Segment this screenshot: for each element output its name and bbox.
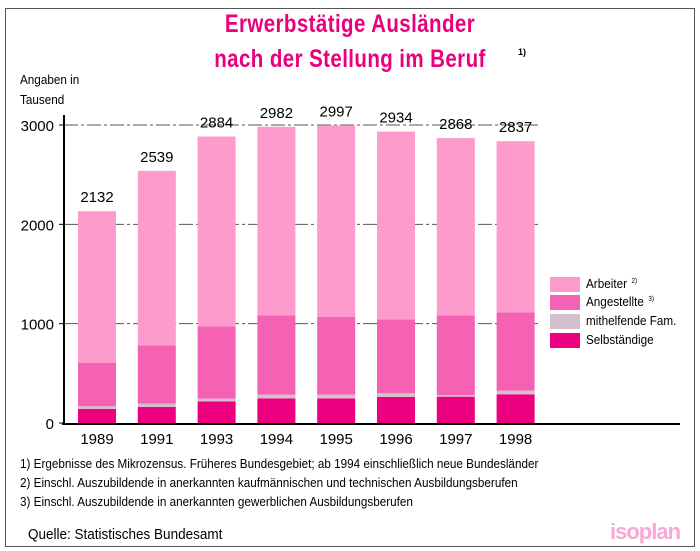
bar-segment-angestellte — [78, 363, 116, 407]
bar-segment-arbeiter — [377, 131, 415, 320]
bar-segment-arbeiter — [317, 125, 356, 317]
y-tick-label: 1000 — [21, 317, 54, 334]
x-tick-label: 1996 — [379, 431, 412, 448]
chart-frame — [5, 8, 695, 547]
bar-segment-mithelfende-fam — [377, 393, 415, 397]
bar-total-label: 2934 — [379, 110, 412, 127]
chart-title-line1: Erwerbstätige Ausländer — [224, 10, 476, 38]
bar-total-label: 2132 — [80, 189, 113, 206]
bar-segment-arbeiter — [78, 211, 116, 364]
chart-title-line2: nach der Stellung im Beruf — [214, 45, 486, 73]
bar-total-label: 2982 — [260, 105, 293, 122]
footnote-3: 3) Einschl. Auszubildende in anerkannten… — [20, 494, 413, 509]
y-axis-label-line1: Angaben in — [20, 72, 80, 87]
y-tick-label: 3000 — [21, 118, 54, 135]
bar-total-label: 2868 — [439, 116, 472, 133]
bar-segment-mithelfende-fam — [257, 394, 296, 399]
bar-segment-angestellte — [257, 315, 296, 395]
y-axis-label-line2: Tausend — [20, 92, 65, 107]
legend-swatch — [550, 277, 580, 292]
bar-segment-angestellte — [197, 326, 236, 399]
bar-segment-selbständige — [436, 396, 475, 423]
bar-segment-mithelfende-fam — [78, 406, 116, 409]
bar-segment-selbständige — [257, 398, 296, 423]
legend-label: mithelfende Fam. — [586, 313, 677, 328]
title-footnote-mark: 1) — [518, 47, 527, 57]
bar-total-label: 2997 — [320, 103, 353, 120]
x-tick-label: 1997 — [439, 431, 472, 448]
bar-segment-angestellte — [496, 312, 535, 391]
bar-total-label: 2884 — [200, 115, 233, 132]
bar-segment-selbständige — [496, 394, 535, 423]
bar-total-label: 2539 — [140, 149, 173, 166]
legend-item: Angestellte 3) — [586, 294, 654, 309]
bar-segment-selbständige — [317, 398, 356, 423]
bar-segment-arbeiter — [257, 126, 296, 316]
x-tick-label: 1993 — [200, 431, 233, 448]
legend-swatch — [550, 333, 580, 348]
bar-segment-mithelfende-fam — [137, 403, 176, 408]
y-tick-label: 2000 — [21, 217, 54, 234]
bar-segment-arbeiter — [197, 136, 236, 327]
legend-footnote-mark: 3) — [648, 295, 655, 303]
bar-segment-angestellte — [436, 315, 475, 395]
bar-segment-mithelfende-fam — [436, 394, 475, 397]
bar-segment-arbeiter — [137, 170, 176, 346]
legend-swatch — [550, 295, 580, 310]
bar-segment-selbständige — [137, 407, 176, 423]
bar-segment-arbeiter — [496, 141, 535, 313]
legend-item: mithelfende Fam. — [586, 313, 676, 328]
x-tick-label: 1994 — [260, 431, 293, 448]
bar-segment-angestellte — [377, 319, 415, 394]
legend-label: Arbeiter — [586, 276, 627, 291]
source-note: Quelle: Statistisches Bundesamt — [28, 526, 223, 543]
bar-segment-selbständige — [377, 396, 415, 423]
bar-segment-angestellte — [137, 345, 176, 404]
bar-segment-selbständige — [78, 408, 116, 423]
x-tick-label: 1995 — [320, 431, 353, 448]
x-tick-label: 1998 — [499, 431, 532, 448]
bar-segment-angestellte — [317, 316, 356, 395]
legend-label: Selbständige — [586, 332, 654, 347]
footnote-1: 1) Ergebnisse des Mikrozensus. Früheres … — [20, 456, 539, 471]
footnote-2: 2) Einschl. Auszubildende in anerkannten… — [20, 475, 518, 490]
isoplan-logo: isoplan — [610, 519, 681, 544]
bar-segment-mithelfende-fam — [197, 398, 236, 402]
legend-label: Angestellte — [586, 294, 644, 309]
bar-segment-selbständige — [197, 401, 236, 423]
legend-item: Arbeiter 2) — [586, 276, 637, 291]
bar-segment-arbeiter — [436, 138, 475, 316]
bar-segment-mithelfende-fam — [496, 390, 535, 395]
x-tick-label: 1989 — [80, 431, 113, 448]
bar-segment-mithelfende-fam — [317, 394, 356, 399]
y-tick-label: 0 — [46, 416, 54, 433]
bar-total-label: 2837 — [499, 119, 532, 136]
legend-swatch — [550, 314, 580, 329]
x-tick-label: 1991 — [140, 431, 173, 448]
legend-item: Selbständige — [586, 332, 654, 347]
legend-footnote-mark: 2) — [631, 277, 638, 285]
y-axis-label: Angaben in Tausend — [20, 70, 79, 110]
